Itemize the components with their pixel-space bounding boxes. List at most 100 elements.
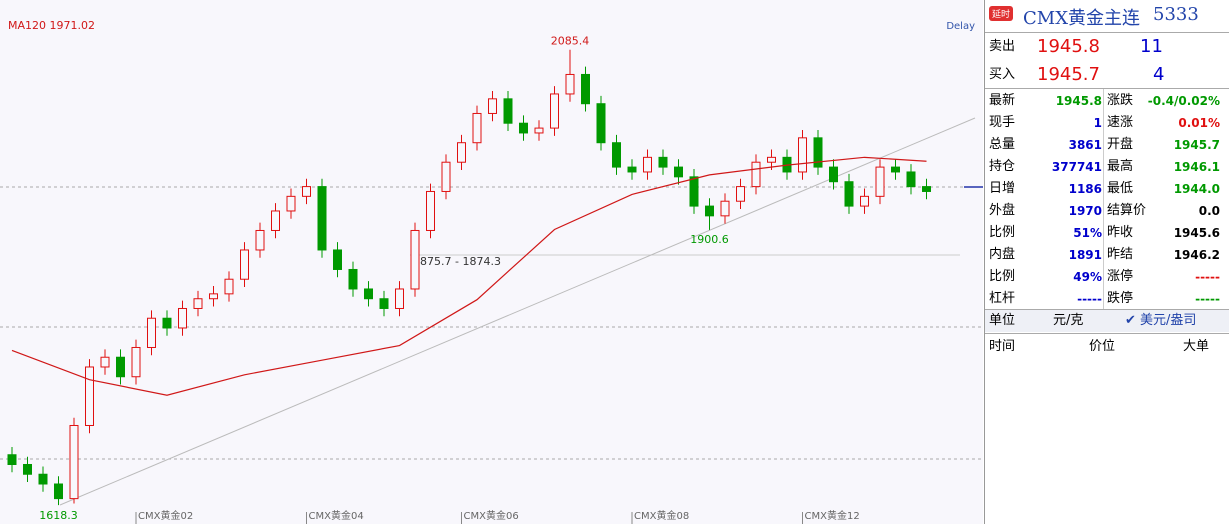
field-value: 49% xyxy=(1073,270,1102,284)
field-label: 比例 xyxy=(989,225,1016,240)
quote-row: 外盘 1970 结算价 0.0 xyxy=(985,200,1229,222)
field-label: 昨收 xyxy=(1107,225,1134,240)
quote-row: 比例 49% 涨停 ----- xyxy=(985,266,1229,288)
candle-body xyxy=(286,195,296,212)
ma120-line xyxy=(11,156,927,396)
unit: 元/克 xyxy=(1053,313,1084,328)
field-label: 总量 xyxy=(989,137,1016,152)
candle-body xyxy=(395,288,404,309)
x-tick-label: CMX黄金08 xyxy=(634,509,689,522)
candle-body xyxy=(860,195,869,207)
candle-body xyxy=(147,317,156,348)
candle-body xyxy=(426,190,435,231)
candle-body xyxy=(596,103,606,144)
field-value: 51% xyxy=(1073,226,1102,240)
candle-body xyxy=(534,127,544,134)
field-label: 最低 xyxy=(1107,181,1134,196)
field-value: ----- xyxy=(1195,292,1220,306)
ask-row: 卖出 1945.8 11 xyxy=(985,34,1229,60)
field-label: 现手 xyxy=(989,115,1016,130)
ask-vol: 11 xyxy=(1140,36,1163,57)
candle-body xyxy=(162,317,172,329)
candle-body xyxy=(519,122,528,134)
unit-check[interactable]: ✔ 美元/盎司 xyxy=(1125,313,1197,328)
trade-header-cell: 大单 xyxy=(1183,339,1210,354)
field-label: 日增 xyxy=(989,181,1016,196)
chart: MA120 1971.02 Delay 1875.7 - 1874.3 2085… xyxy=(0,19,983,524)
candle-body xyxy=(767,156,776,163)
field-value: 377741 xyxy=(1051,160,1102,174)
trend-line xyxy=(59,117,976,506)
candle-body xyxy=(302,186,311,197)
ask-price: 1945.8 xyxy=(1037,36,1100,57)
quote-row: 现手 1 速涨 0.01% xyxy=(985,112,1229,134)
candle-body xyxy=(550,93,559,129)
field-label: 速涨 xyxy=(1107,115,1134,130)
bid-label: 买入 xyxy=(989,67,1016,82)
trade-header-cell: 时间 xyxy=(989,339,1016,354)
quote-row: 杠杆 ----- 跌停 ----- xyxy=(985,288,1229,310)
field-value: 1944.0 xyxy=(1173,182,1220,196)
candle-body xyxy=(612,142,621,168)
candle-body xyxy=(705,205,714,217)
ask-label: 卖出 xyxy=(989,39,1016,54)
separator xyxy=(985,88,1229,89)
candle-body xyxy=(7,454,17,465)
code: 5333 xyxy=(1153,4,1199,25)
trade-header-cell: 价位 xyxy=(1089,339,1116,354)
unit-alt[interactable]: 美元/盎司 xyxy=(1140,313,1197,328)
field-value: 1945.6 xyxy=(1173,226,1220,240)
ma-label: MA120 1971.02 xyxy=(8,19,95,32)
bid-price: 1945.7 xyxy=(1037,64,1100,85)
candle-body xyxy=(100,356,110,368)
candle-body xyxy=(922,186,931,192)
field-label: 昨结 xyxy=(1107,247,1134,262)
candle-body xyxy=(751,161,761,188)
candle-body xyxy=(658,156,668,168)
candle-body xyxy=(240,249,249,280)
field-value: 1186 xyxy=(1068,182,1102,196)
bid-vol: 4 xyxy=(1153,64,1165,85)
candle-body xyxy=(209,293,218,300)
bid-row: 买入 1945.7 4 xyxy=(985,62,1229,88)
quote-row: 日增 1186 最低 1944.0 xyxy=(985,178,1229,200)
candle-body xyxy=(317,186,327,251)
candle-body xyxy=(720,200,730,217)
separator xyxy=(985,309,1229,310)
title: CMX黄金主连 xyxy=(1023,8,1141,29)
field-value: 3861 xyxy=(1068,138,1102,152)
separator xyxy=(985,333,1229,334)
field-label: 外盘 xyxy=(989,203,1016,218)
field-label: 杠杆 xyxy=(989,291,1016,306)
field-value: 1946.1 xyxy=(1173,160,1220,174)
candle-body xyxy=(85,366,94,426)
candle-body xyxy=(565,73,575,95)
field-value: 0.01% xyxy=(1178,116,1220,130)
candle-body xyxy=(441,161,451,192)
field-label: 比例 xyxy=(989,269,1016,284)
field-value: 1 xyxy=(1093,116,1102,130)
candle-body xyxy=(410,229,420,290)
candle-body xyxy=(829,166,838,183)
candle-body xyxy=(131,346,141,378)
candle-body xyxy=(116,356,125,378)
candle-body xyxy=(38,473,48,485)
high-label: 2085.4 xyxy=(551,35,590,48)
x-tick-label: CMX黄金02 xyxy=(138,509,193,522)
field-label: 跌停 xyxy=(1107,291,1134,306)
field-value: 1891 xyxy=(1068,248,1102,262)
candle-body xyxy=(798,137,807,173)
field-value: 1945.8 xyxy=(1055,94,1102,108)
candle-body xyxy=(255,229,265,251)
x-tick-label: CMX黄金06 xyxy=(464,509,519,522)
candle-body xyxy=(193,298,203,309)
field-label: 内盘 xyxy=(989,247,1016,262)
candle-body xyxy=(271,210,280,231)
candle-body xyxy=(891,166,900,173)
candle-body xyxy=(736,186,745,202)
candle-body xyxy=(54,483,63,500)
candle-body xyxy=(457,142,466,163)
field-value: 1945.7 xyxy=(1173,138,1220,152)
candle-body xyxy=(627,166,637,173)
candle-body xyxy=(348,268,358,290)
